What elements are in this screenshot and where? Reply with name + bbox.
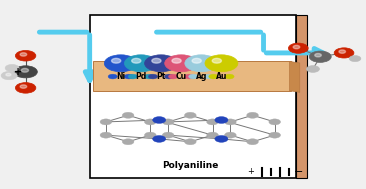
- Circle shape: [144, 74, 154, 79]
- Polygon shape: [290, 61, 300, 92]
- Circle shape: [108, 74, 117, 79]
- Polygon shape: [296, 15, 307, 178]
- Circle shape: [145, 119, 156, 125]
- Circle shape: [153, 117, 166, 123]
- Circle shape: [188, 74, 198, 79]
- Circle shape: [148, 74, 158, 79]
- FancyBboxPatch shape: [90, 15, 296, 178]
- Text: Pt: Pt: [156, 72, 166, 81]
- Text: +: +: [14, 67, 22, 77]
- Circle shape: [209, 74, 218, 79]
- Circle shape: [145, 132, 156, 138]
- Circle shape: [349, 56, 361, 62]
- Circle shape: [315, 53, 321, 57]
- Circle shape: [15, 50, 36, 61]
- Circle shape: [247, 139, 258, 145]
- Text: Cu: Cu: [176, 72, 187, 81]
- Circle shape: [172, 58, 181, 63]
- Circle shape: [145, 55, 178, 72]
- Text: Polyaniline: Polyaniline: [162, 161, 219, 170]
- Text: Pd: Pd: [135, 72, 146, 81]
- Circle shape: [20, 85, 27, 88]
- Circle shape: [207, 119, 219, 125]
- Circle shape: [21, 68, 29, 72]
- Circle shape: [165, 55, 198, 72]
- Circle shape: [1, 71, 17, 80]
- Circle shape: [334, 48, 354, 58]
- Circle shape: [215, 117, 228, 123]
- Circle shape: [112, 58, 121, 63]
- Circle shape: [184, 74, 194, 79]
- Circle shape: [309, 51, 331, 62]
- Circle shape: [339, 50, 346, 53]
- Circle shape: [205, 55, 238, 72]
- Circle shape: [184, 112, 196, 118]
- Circle shape: [269, 132, 281, 138]
- Circle shape: [153, 136, 166, 142]
- Circle shape: [224, 132, 236, 138]
- Circle shape: [207, 132, 219, 138]
- Text: +: +: [247, 167, 254, 177]
- Circle shape: [6, 73, 11, 76]
- Circle shape: [124, 55, 157, 72]
- Circle shape: [185, 55, 218, 72]
- FancyBboxPatch shape: [93, 61, 291, 91]
- Circle shape: [162, 119, 174, 125]
- Circle shape: [293, 45, 300, 49]
- Circle shape: [215, 136, 228, 142]
- Circle shape: [168, 74, 178, 79]
- Circle shape: [122, 139, 134, 145]
- Circle shape: [5, 64, 19, 72]
- Circle shape: [162, 132, 174, 138]
- Circle shape: [132, 58, 141, 63]
- Circle shape: [104, 55, 137, 72]
- Circle shape: [164, 74, 174, 79]
- Circle shape: [212, 58, 221, 63]
- Text: Ni: Ni: [116, 72, 125, 81]
- Circle shape: [225, 74, 234, 79]
- Circle shape: [20, 53, 27, 56]
- Circle shape: [247, 112, 258, 118]
- Circle shape: [288, 43, 308, 53]
- Circle shape: [124, 74, 134, 79]
- Text: Au: Au: [216, 72, 227, 81]
- Text: −: −: [294, 167, 303, 177]
- Circle shape: [306, 66, 320, 72]
- Circle shape: [152, 58, 161, 63]
- Circle shape: [100, 132, 112, 138]
- Circle shape: [224, 119, 236, 125]
- Circle shape: [269, 119, 281, 125]
- Circle shape: [205, 74, 214, 79]
- Circle shape: [100, 119, 112, 125]
- Circle shape: [184, 139, 196, 145]
- Circle shape: [128, 74, 138, 79]
- Text: Ag: Ag: [195, 72, 207, 81]
- Circle shape: [122, 112, 134, 118]
- Circle shape: [14, 66, 37, 78]
- Circle shape: [15, 83, 36, 93]
- Circle shape: [192, 58, 201, 63]
